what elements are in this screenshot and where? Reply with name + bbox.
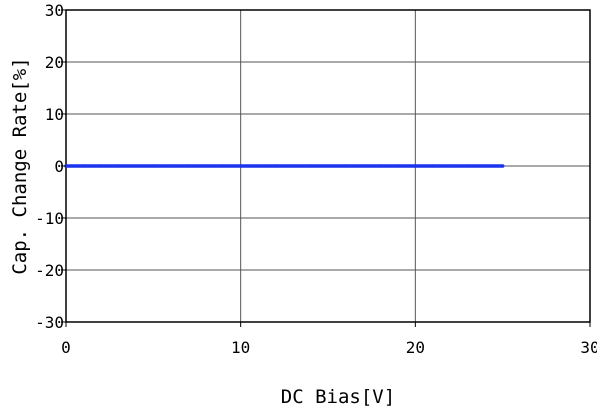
data-point <box>134 164 138 168</box>
data-point <box>308 164 313 168</box>
x-tick-label: 30 <box>580 338 597 357</box>
y-tick-label: -20 <box>35 261 64 280</box>
y-tick-label: -30 <box>35 313 64 332</box>
data-point <box>431 164 435 168</box>
data-point <box>291 164 295 168</box>
data-point <box>396 164 400 168</box>
x-tick-label: 0 <box>61 338 71 357</box>
data-point <box>81 164 86 168</box>
series-layer <box>64 164 505 168</box>
data-point <box>221 164 225 168</box>
data-point <box>483 164 487 168</box>
data-point <box>361 164 365 168</box>
y-axis-ticks: 30 20 10 0 -10 -20 -30 <box>35 1 66 332</box>
data-point <box>413 164 417 168</box>
data-point <box>466 164 470 168</box>
x-tick-label: 20 <box>406 338 425 357</box>
data-point <box>274 164 278 168</box>
data-point <box>186 164 190 168</box>
data-point <box>256 164 260 168</box>
data-point <box>99 164 103 168</box>
y-tick-label: -10 <box>35 209 64 228</box>
data-point <box>116 164 120 168</box>
y-tick-label: 10 <box>45 105 64 124</box>
y-axis-label: Cap. Change Rate[%] <box>9 57 31 274</box>
x-axis-ticks: 0 10 20 30 <box>61 322 597 357</box>
y-tick-label: 0 <box>54 157 64 176</box>
data-point <box>378 164 382 168</box>
data-point <box>151 164 155 168</box>
data-point <box>239 164 243 168</box>
x-axis-label: DC Bias[V] <box>281 386 395 408</box>
data-point <box>169 164 173 168</box>
data-point <box>343 164 348 168</box>
data-point <box>204 164 208 168</box>
data-point <box>326 164 330 168</box>
data-point <box>448 164 452 168</box>
y-tick-label: 30 <box>45 1 64 20</box>
y-tick-label: 20 <box>45 53 64 72</box>
x-tick-label: 10 <box>231 338 250 357</box>
data-point <box>501 164 505 168</box>
